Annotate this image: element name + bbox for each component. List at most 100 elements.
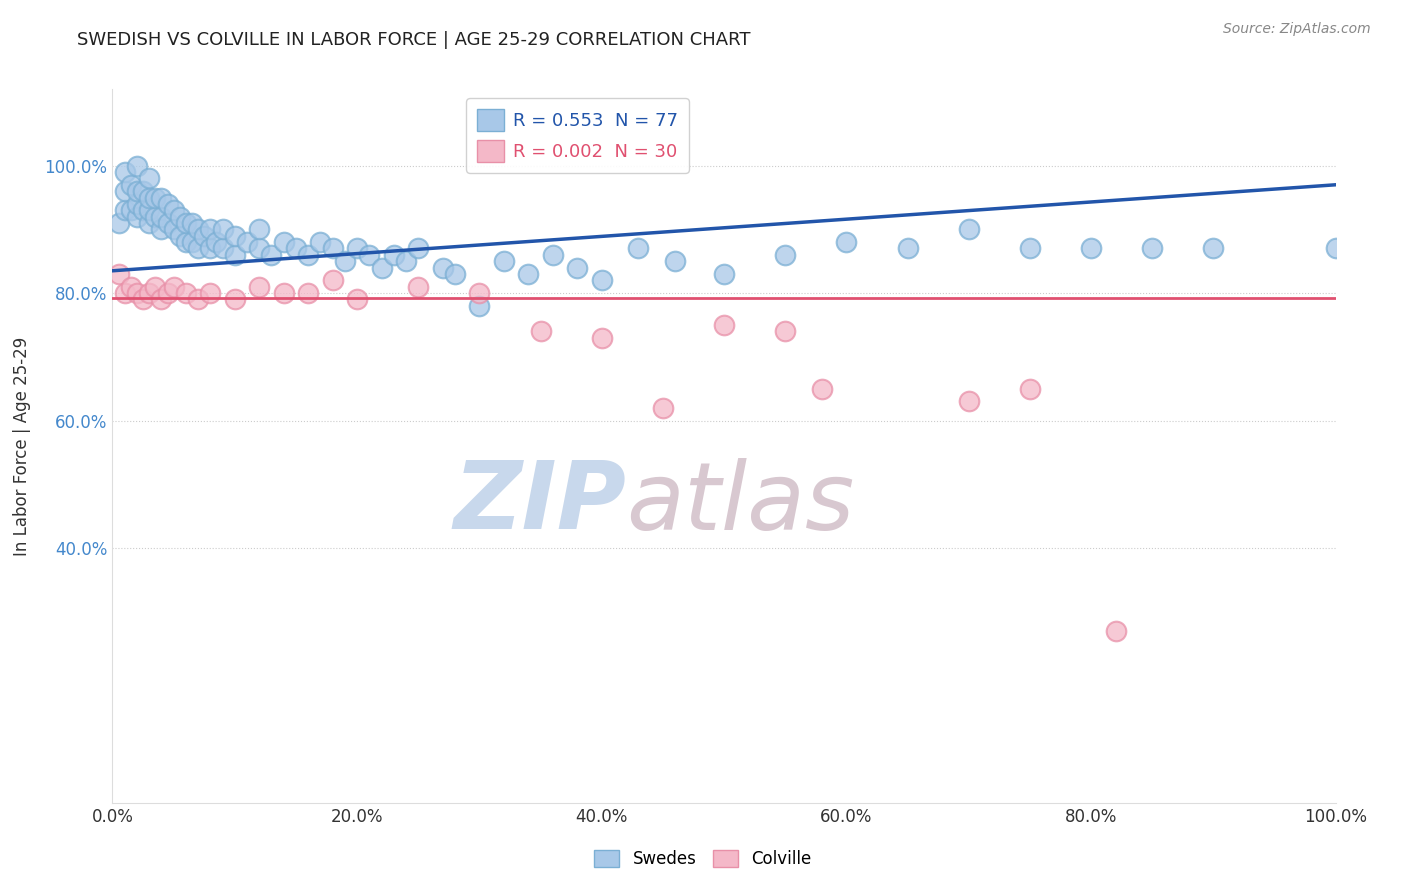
Point [297, 248, 319, 262]
Point [346, 242, 368, 256]
Point [156, 216, 179, 230]
Point [297, 286, 319, 301]
Point [169, 228, 191, 243]
Point [143, 210, 166, 224]
Point [174, 235, 197, 249]
Point [125, 286, 148, 301]
Point [138, 286, 160, 301]
Point [713, 267, 735, 281]
Y-axis label: In Labor Force | Age 25-29: In Labor Force | Age 25-29 [13, 336, 31, 556]
Point [775, 324, 797, 338]
Point [150, 222, 173, 236]
Point [492, 254, 515, 268]
Point [247, 222, 270, 236]
Point [957, 222, 980, 236]
Point [1080, 242, 1102, 256]
Point [125, 210, 148, 224]
Point [163, 222, 186, 236]
Point [163, 279, 186, 293]
Point [187, 222, 209, 236]
Point [181, 216, 204, 230]
Point [120, 279, 142, 293]
Point [591, 273, 613, 287]
Point [897, 242, 920, 256]
Point [273, 286, 295, 301]
Point [125, 159, 148, 173]
Point [591, 331, 613, 345]
Point [408, 242, 430, 256]
Text: atlas: atlas [626, 458, 855, 549]
Point [408, 279, 430, 293]
Point [395, 254, 418, 268]
Point [224, 293, 246, 307]
Point [284, 242, 308, 256]
Point [529, 324, 551, 338]
Point [236, 235, 259, 249]
Point [567, 260, 589, 275]
Point [132, 184, 155, 198]
Point [125, 197, 148, 211]
Point [664, 254, 686, 268]
Point [713, 318, 735, 332]
Point [107, 267, 129, 281]
Point [169, 210, 191, 224]
Point [541, 248, 564, 262]
Point [114, 165, 136, 179]
Text: SWEDISH VS COLVILLE IN LABOR FORCE | AGE 25-29 CORRELATION CHART: SWEDISH VS COLVILLE IN LABOR FORCE | AGE… [77, 31, 751, 49]
Point [200, 222, 222, 236]
Point [181, 235, 204, 249]
Point [1202, 242, 1225, 256]
Point [120, 203, 142, 218]
Point [1142, 242, 1164, 256]
Point [163, 203, 186, 218]
Point [811, 382, 834, 396]
Point [333, 254, 356, 268]
Point [247, 279, 270, 293]
Point [174, 216, 197, 230]
Point [517, 267, 540, 281]
Point [273, 235, 295, 249]
Point [468, 299, 491, 313]
Point [652, 401, 675, 415]
Point [114, 286, 136, 301]
Point [211, 222, 233, 236]
Point [120, 178, 142, 192]
Point [143, 279, 166, 293]
Point [468, 286, 491, 301]
Point [444, 267, 467, 281]
Point [125, 184, 148, 198]
Point [150, 190, 173, 204]
Point [138, 203, 160, 218]
Legend: Swedes, Colville: Swedes, Colville [588, 843, 818, 875]
Point [107, 216, 129, 230]
Point [260, 248, 283, 262]
Point [322, 273, 344, 287]
Point [193, 228, 215, 243]
Point [187, 293, 209, 307]
Point [156, 197, 179, 211]
Point [150, 293, 173, 307]
Point [1018, 242, 1040, 256]
Point [322, 242, 344, 256]
Point [775, 248, 797, 262]
Point [309, 235, 332, 249]
Point [150, 210, 173, 224]
Point [1104, 624, 1126, 638]
Point [370, 260, 392, 275]
Point [432, 260, 454, 275]
Point [143, 190, 166, 204]
Point [138, 216, 160, 230]
Point [247, 242, 270, 256]
Point [132, 203, 155, 218]
Point [156, 286, 179, 301]
Point [382, 248, 405, 262]
Point [114, 184, 136, 198]
Point [1018, 382, 1040, 396]
Point [114, 203, 136, 218]
Point [200, 286, 222, 301]
Point [205, 235, 228, 249]
Point [138, 190, 160, 204]
Point [187, 242, 209, 256]
Point [1324, 242, 1347, 256]
Point [211, 242, 233, 256]
